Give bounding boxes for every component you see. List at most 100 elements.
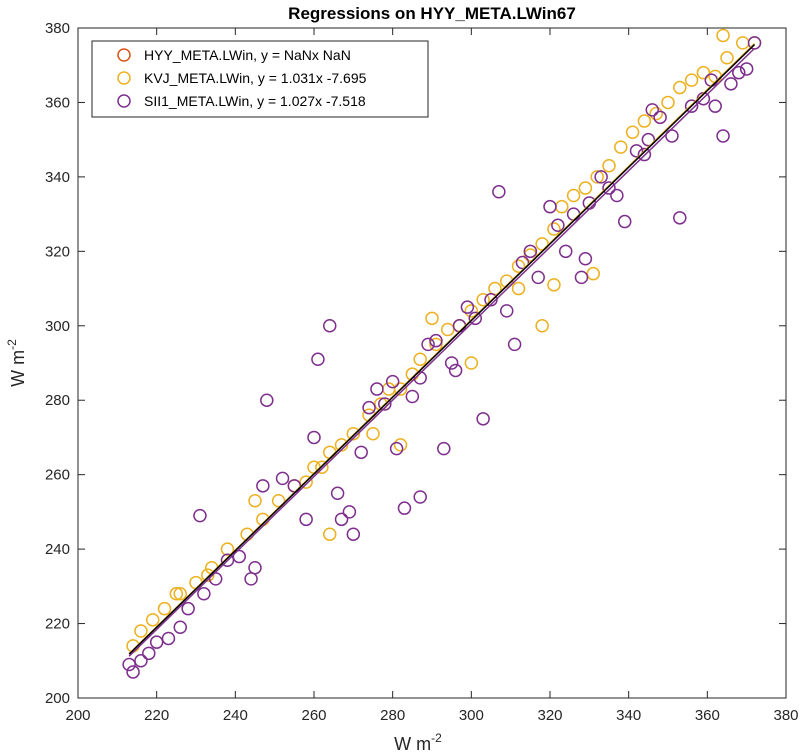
data-point-series-1 bbox=[720, 51, 734, 65]
y-tick-label: 360 bbox=[45, 94, 70, 111]
data-point-series-1 bbox=[649, 106, 663, 121]
data-point-series-2 bbox=[551, 218, 565, 233]
y-tick-label: 340 bbox=[45, 169, 70, 186]
data-point-series-2 bbox=[307, 430, 321, 445]
data-point-series-1 bbox=[440, 322, 455, 337]
data-point-series-2 bbox=[543, 199, 557, 214]
data-point-series-2 bbox=[739, 62, 754, 76]
data-point-series-1 bbox=[578, 181, 593, 195]
data-point-series-2 bbox=[558, 244, 573, 259]
data-point-series-1 bbox=[201, 568, 215, 582]
data-point-series-1 bbox=[393, 438, 408, 452]
x-tick-label: 300 bbox=[459, 707, 484, 724]
data-point-series-2 bbox=[197, 587, 211, 601]
data-point-series-2 bbox=[716, 129, 730, 143]
y-tick-label: 380 bbox=[45, 20, 70, 37]
data-point-series-1 bbox=[684, 73, 699, 87]
data-point-series-2 bbox=[523, 244, 538, 259]
data-point-series-2 bbox=[389, 441, 404, 456]
data-point-series-2 bbox=[311, 352, 325, 367]
x-tick-label: 260 bbox=[301, 707, 326, 724]
data-point-series-2 bbox=[330, 486, 345, 501]
data-point-series-1 bbox=[299, 475, 313, 489]
data-point-series-2 bbox=[405, 389, 420, 404]
data-point-series-2 bbox=[354, 445, 368, 460]
data-point-series-1 bbox=[157, 601, 172, 616]
legend-marker-kvj bbox=[117, 71, 131, 85]
data-point-series-2 bbox=[574, 270, 589, 285]
data-point-series-1 bbox=[566, 188, 581, 203]
data-point-series-2 bbox=[515, 255, 530, 270]
data-point-series-1 bbox=[511, 281, 526, 296]
data-point-series-2 bbox=[122, 657, 136, 672]
data-point-series-2 bbox=[429, 333, 443, 348]
data-point-series-2 bbox=[248, 560, 262, 575]
data-point-series-1 bbox=[145, 613, 160, 627]
data-point-series-2 bbox=[492, 185, 506, 199]
data-point-series-2 bbox=[413, 371, 427, 385]
x-tick-label: 280 bbox=[380, 707, 405, 724]
data-point-series-2 bbox=[421, 337, 435, 352]
data-point-series-2 bbox=[378, 397, 392, 411]
data-point-series-2 bbox=[468, 311, 483, 326]
data-point-series-1 bbox=[413, 352, 427, 367]
x-tick-label: 320 bbox=[537, 707, 562, 724]
x-tick-label: 220 bbox=[144, 707, 169, 724]
regression-lines bbox=[128, 42, 756, 657]
legend-label-kvj: KVJ_META.LWin, y = 1.031x -7.695 bbox=[144, 70, 367, 86]
data-point-series-2 bbox=[531, 270, 545, 285]
data-point-series-1 bbox=[735, 36, 750, 50]
y-tick-label: 220 bbox=[45, 616, 70, 633]
data-point-series-1 bbox=[315, 460, 329, 474]
data-point-series-2 bbox=[566, 207, 581, 221]
data-point-series-2 bbox=[322, 319, 337, 333]
data-point-series-1 bbox=[464, 356, 479, 370]
data-point-series-2 bbox=[641, 132, 656, 147]
data-point-series-1 bbox=[346, 426, 361, 441]
data-point-series-1 bbox=[614, 140, 628, 154]
data-point-series-1 bbox=[429, 337, 443, 352]
data-point-series-2 bbox=[645, 103, 660, 117]
data-point-series-1 bbox=[602, 158, 616, 173]
data-point-series-1 bbox=[661, 95, 675, 110]
data-point-series-2 bbox=[334, 512, 349, 527]
data-point-series-1 bbox=[476, 292, 490, 307]
x-tick-label: 340 bbox=[616, 707, 641, 724]
data-point-series-2 bbox=[582, 196, 597, 210]
data-point-series-2 bbox=[507, 337, 522, 352]
x-tick-label: 240 bbox=[223, 707, 248, 724]
y-axis-ticks: 200 220 240 260 280 300 320 340 360 380 bbox=[45, 20, 786, 707]
data-point-series-1 bbox=[169, 587, 184, 601]
data-point-series-1 bbox=[425, 311, 439, 326]
legend-label-hyy: HYY_META.LWin, y = NaNx NaN bbox=[144, 47, 351, 63]
data-point-series-2 bbox=[629, 144, 644, 158]
y-tick-label: 240 bbox=[45, 541, 70, 558]
data-point-series-2 bbox=[708, 99, 722, 113]
data-point-series-2 bbox=[673, 211, 687, 225]
data-point-series-2 bbox=[397, 501, 412, 515]
data-point-series-2 bbox=[232, 549, 247, 564]
legend-marker-sii1 bbox=[117, 94, 131, 108]
fit-line-black bbox=[128, 43, 756, 655]
data-point-series-1 bbox=[637, 114, 652, 128]
data-point-series-2 bbox=[260, 393, 274, 407]
data-point-series-2 bbox=[460, 300, 475, 314]
data-point-series-2 bbox=[256, 479, 270, 493]
data-point-series-2 bbox=[275, 471, 290, 486]
x-tick-label: 200 bbox=[65, 707, 90, 724]
data-point-series-2 bbox=[220, 553, 235, 568]
data-point-series-2 bbox=[362, 400, 376, 415]
data-point-series-2 bbox=[181, 601, 195, 616]
y-tick-label: 300 bbox=[45, 318, 70, 335]
y-tick-label: 280 bbox=[45, 392, 70, 409]
data-point-series-1 bbox=[322, 527, 337, 541]
data-point-series-1 bbox=[511, 259, 526, 273]
data-point-series-2 bbox=[244, 572, 258, 586]
data-points bbox=[122, 28, 762, 679]
data-point-series-2 bbox=[684, 99, 699, 113]
data-point-series-2 bbox=[653, 110, 667, 125]
data-point-series-2 bbox=[437, 441, 451, 456]
data-point-series-1 bbox=[625, 125, 640, 139]
data-point-series-2 bbox=[126, 665, 140, 679]
